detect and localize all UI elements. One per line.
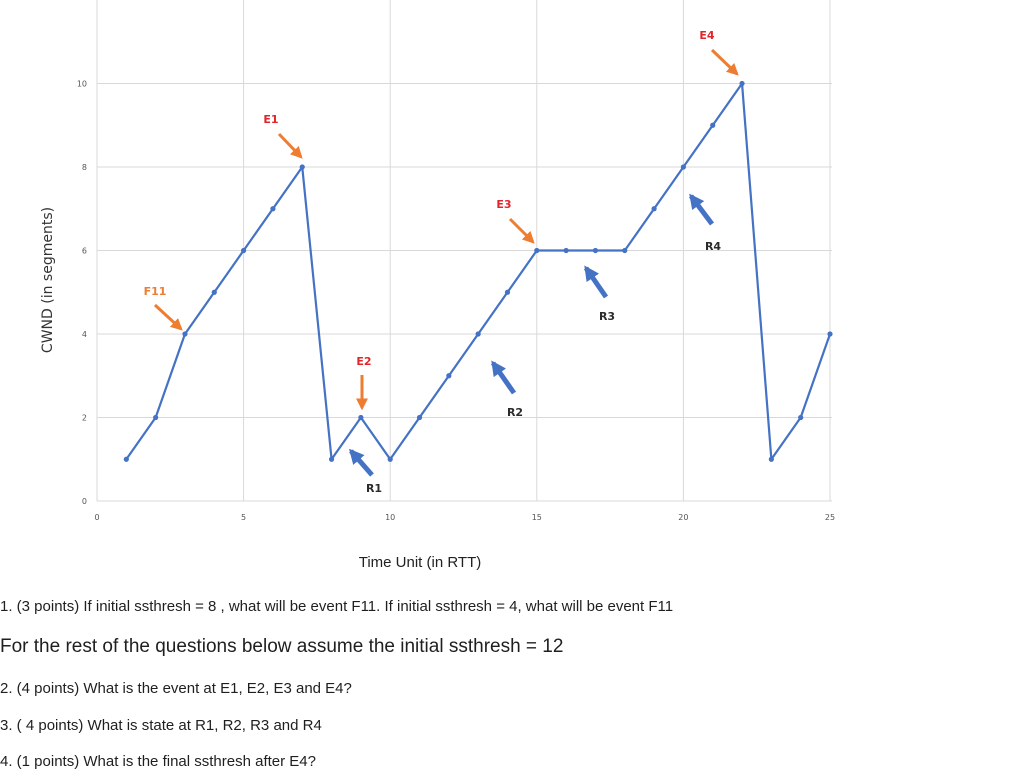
data-point: [387, 456, 393, 462]
y-tick-label: 6: [82, 247, 87, 256]
annotation-arrow-f11: [153, 303, 183, 331]
data-point: [241, 247, 247, 254]
y-axis-title: CWND (in segments): [40, 207, 56, 353]
annotation-arrow-r2: [490, 360, 517, 395]
series-line: [125, 82, 832, 461]
data-point: [710, 122, 716, 128]
annotation-label-e4: E4: [699, 29, 715, 42]
question-1: 1. (3 points) If initial ssthresh = 8 , …: [0, 598, 674, 615]
data-point: [211, 289, 217, 295]
data-point: [182, 331, 188, 337]
data-point: [153, 414, 159, 421]
annotation-label-r1: R1: [366, 482, 382, 495]
x-tick-label: 20: [678, 513, 688, 522]
annotation-label-r3: R3: [599, 310, 615, 323]
annotation-label-e3: E3: [496, 198, 511, 211]
annotations-group: F11 E1 E2 E3 E4 R1 R2 R3 R4: [144, 29, 739, 495]
data-point: [446, 373, 452, 379]
data-point: [563, 247, 569, 254]
x-axis-title: Time Unit (in RTT): [359, 554, 482, 571]
question-4: 4. (1 points) What is the final ssthresh…: [0, 753, 316, 770]
data-point: [534, 247, 540, 254]
y-tick-label: 10: [77, 80, 87, 89]
data-point: [680, 164, 687, 170]
data-point: [358, 414, 364, 421]
data-point: [827, 331, 833, 337]
data-point: [328, 456, 335, 462]
annotation-arrow-e3: [508, 217, 535, 244]
data-point: [416, 414, 423, 421]
data-point: [475, 331, 481, 337]
data-point: [798, 414, 804, 421]
question-3: 3. ( 4 points) What is state at R1, R2, …: [0, 717, 322, 734]
data-point: [768, 456, 774, 462]
annotation-arrow-e4: [710, 48, 739, 76]
data-point: [592, 247, 599, 254]
y-tick-label: 8: [82, 163, 87, 172]
assumption-note: For the rest of the questions below assu…: [0, 636, 564, 657]
annotation-arrow-r1: [349, 448, 374, 477]
x-tick-label: 15: [532, 513, 542, 522]
y-tick-label: 0: [82, 497, 87, 506]
axis-ticks: 0 2 4 6 8 10 0 5 10 15 20 25: [77, 80, 835, 523]
y-tick-label: 2: [82, 414, 87, 423]
data-point: [123, 456, 129, 462]
grid-lines: [96, 0, 832, 502]
data-point: [739, 80, 745, 87]
question-2: 2. (4 points) What is the event at E1, E…: [0, 680, 352, 697]
x-tick-label: 25: [825, 513, 835, 522]
annotation-arrow-e1: [277, 132, 303, 159]
y-tick-label: 4: [82, 330, 87, 339]
annotation-arrow-r3: [583, 265, 609, 299]
data-point: [622, 247, 628, 254]
annotation-label-e2: E2: [356, 355, 371, 368]
data-point: [299, 164, 305, 170]
annotation-label-e1: E1: [263, 113, 278, 126]
x-tick-label: 10: [385, 513, 395, 522]
series-line-group: [123, 80, 833, 462]
annotation-arrow-r4: [689, 193, 714, 226]
data-point: [651, 206, 657, 212]
x-tick-label: 5: [241, 513, 246, 522]
cwnd-chart: 0 2 4 6 8 10 0 5 10 15 20 25 F11 E1 E2 E3 E4 R1 R2 R3 R4 CW…: [40, 0, 835, 571]
annotation-label-r2: R2: [507, 406, 523, 419]
data-point: [270, 206, 276, 212]
annotation-label-r4: R4: [705, 240, 721, 253]
x-tick-label: 0: [94, 513, 99, 522]
data-point: [504, 289, 511, 295]
annotation-label-f11: F11: [144, 285, 167, 298]
